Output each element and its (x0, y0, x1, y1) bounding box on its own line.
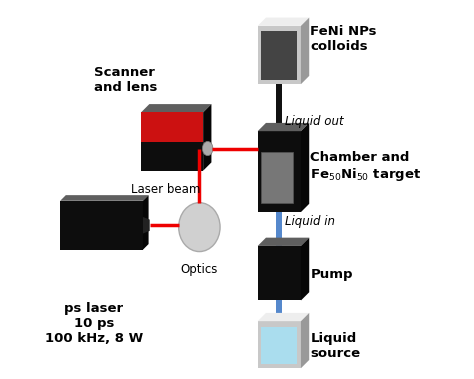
Ellipse shape (179, 203, 220, 252)
Polygon shape (141, 104, 211, 113)
Polygon shape (301, 238, 309, 301)
Polygon shape (258, 17, 309, 26)
Polygon shape (258, 321, 301, 368)
Polygon shape (60, 201, 143, 250)
Ellipse shape (202, 141, 213, 156)
Text: FeNi NPs
colloids: FeNi NPs colloids (310, 25, 377, 53)
Polygon shape (276, 212, 283, 246)
Polygon shape (258, 238, 309, 246)
Polygon shape (262, 327, 297, 365)
Polygon shape (262, 31, 297, 80)
Text: Scanner
and lens: Scanner and lens (94, 66, 157, 94)
Polygon shape (276, 84, 283, 131)
Polygon shape (143, 195, 148, 250)
Text: Laser beam: Laser beam (131, 183, 200, 196)
Polygon shape (60, 195, 148, 201)
Text: Liquid
source: Liquid source (310, 332, 361, 360)
Polygon shape (203, 104, 211, 171)
Text: Liquid in: Liquid in (285, 215, 335, 228)
Polygon shape (258, 123, 309, 131)
Polygon shape (258, 131, 301, 212)
Polygon shape (141, 113, 203, 141)
Polygon shape (258, 313, 309, 321)
Polygon shape (258, 246, 301, 301)
Text: Pump: Pump (310, 268, 353, 281)
Text: Chamber and
Fe$_{50}$Ni$_{50}$ target: Chamber and Fe$_{50}$Ni$_{50}$ target (310, 151, 421, 183)
Polygon shape (301, 123, 309, 212)
Polygon shape (141, 113, 203, 171)
Text: ps laser
10 ps
100 kHz, 8 W: ps laser 10 ps 100 kHz, 8 W (45, 302, 143, 345)
Text: Optics: Optics (181, 263, 218, 276)
Text: Liquid out: Liquid out (285, 115, 344, 128)
Polygon shape (301, 313, 309, 368)
Polygon shape (258, 26, 301, 84)
Polygon shape (262, 152, 293, 203)
Polygon shape (143, 217, 150, 233)
Polygon shape (301, 17, 309, 84)
Polygon shape (276, 301, 283, 321)
